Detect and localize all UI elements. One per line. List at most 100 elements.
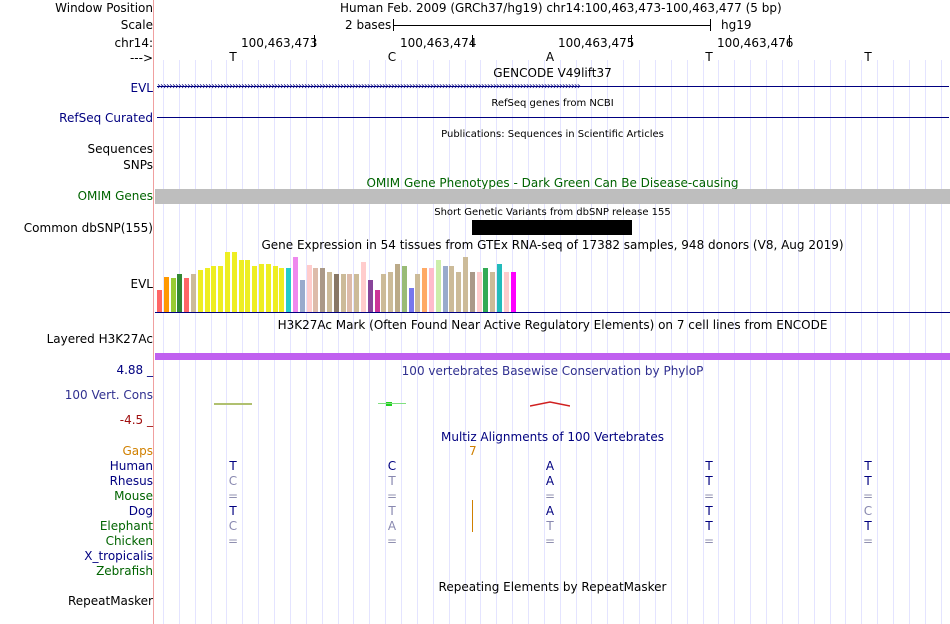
gtex-tissue-bar[interactable] (279, 268, 284, 312)
gtex-tissue-bar[interactable] (239, 260, 244, 312)
aligned-base: A (387, 519, 397, 533)
grid-line (385, 60, 386, 624)
gtex-tissue-bar[interactable] (252, 266, 257, 312)
gtex-tissue-bar[interactable] (191, 274, 196, 312)
gtex-tissue-bar[interactable] (171, 278, 176, 312)
gtex-tissue-bar[interactable] (334, 274, 339, 312)
aligned-base: T (705, 474, 713, 488)
species-label[interactable]: Human (109, 459, 153, 473)
gtex-tissue-bar[interactable] (409, 288, 414, 312)
gtex-tissue-bar[interactable] (388, 272, 393, 312)
gencode-title[interactable]: GENCODE V49lift37 (493, 66, 612, 80)
gtex-tissue-bar[interactable] (456, 272, 461, 312)
h3k27ac-label[interactable]: Layered H3K27Ac (46, 332, 153, 346)
gtex-tissue-bar[interactable] (225, 252, 230, 312)
gtex-tissue-bar[interactable] (198, 270, 203, 312)
gaps-label[interactable]: Gaps (122, 444, 153, 458)
phylop-title[interactable]: 100 vertebrates Basewise Conservation by… (401, 364, 704, 378)
gtex-tissue-bar[interactable] (177, 274, 182, 312)
gtex-tissue-bar[interactable] (504, 272, 509, 312)
gtex-tissue-bar[interactable] (293, 257, 298, 312)
gtex-tissue-bar[interactable] (463, 257, 468, 312)
refseq-gene-line[interactable] (157, 117, 949, 118)
gtex-tissue-bar[interactable] (232, 252, 237, 312)
gtex-tissue-bar[interactable] (415, 274, 420, 312)
gtex-tissue-bar[interactable] (266, 264, 271, 312)
gtex-tissue-bar[interactable] (490, 272, 495, 312)
species-label[interactable]: Zebrafish (96, 564, 153, 578)
gtex-tissue-bar[interactable] (157, 290, 162, 312)
phylop-signal (386, 402, 392, 406)
repeat-title[interactable]: Repeating Elements by RepeatMasker (438, 580, 667, 594)
omim-label[interactable]: OMIM Genes (77, 189, 153, 203)
grid-line (274, 60, 275, 624)
gtex-tissue-bar[interactable] (184, 278, 189, 312)
gtex-tissue-bar[interactable] (245, 260, 250, 312)
grid-line (338, 60, 339, 624)
dbsnp-title[interactable]: Short Genetic Variants from dbSNP releas… (434, 207, 671, 218)
gtex-tissue-bar[interactable] (368, 280, 373, 312)
evl-gene-label[interactable]: EVL (130, 81, 153, 95)
gtex-tissue-bar[interactable] (443, 266, 448, 312)
omim-title[interactable]: OMIM Gene Phenotypes - Dark Green Can Be… (366, 176, 739, 190)
phylop-label[interactable]: 100 Vert. Cons (64, 388, 153, 402)
gtex-tissue-bar[interactable] (470, 272, 475, 312)
gtex-tissue-bar[interactable] (205, 268, 210, 312)
gtex-tissue-bar[interactable] (402, 266, 407, 312)
evl-gene-line (157, 86, 949, 87)
gtex-tissue-bar[interactable] (341, 274, 346, 312)
species-label[interactable]: Dog (128, 504, 153, 518)
aligned-base: = (227, 534, 239, 548)
evl-gene-strand[interactable]: ››››››››››››››››››››››››››››››››››››››››… (157, 82, 581, 92)
aligned-base: = (386, 534, 398, 548)
gtex-gene-label[interactable]: EVL (130, 277, 153, 291)
species-label[interactable]: Mouse (114, 489, 153, 503)
gtex-tissue-bar[interactable] (381, 274, 386, 312)
species-label[interactable]: Rhesus (109, 474, 153, 488)
gtex-tissue-bar[interactable] (395, 264, 400, 312)
grid-line (830, 60, 831, 624)
gtex-tissue-bar[interactable] (477, 272, 482, 312)
gtex-tissue-bar[interactable] (483, 268, 488, 312)
gtex-tissue-bar[interactable] (286, 268, 291, 312)
refseq-title[interactable]: RefSeq genes from NCBI (491, 98, 614, 109)
gtex-tissue-bar[interactable] (422, 268, 427, 312)
gtex-tissue-bar[interactable] (429, 268, 434, 312)
gtex-tissue-bar[interactable] (211, 266, 216, 312)
gtex-tissue-bar[interactable] (273, 266, 278, 312)
gtex-tissue-bar[interactable] (436, 260, 441, 312)
gtex-tissue-bar[interactable] (449, 266, 454, 312)
h3k27ac-signal[interactable] (155, 353, 950, 360)
multiz-title[interactable]: Multiz Alignments of 100 Vertebrates (440, 430, 665, 444)
omim-feature-bar[interactable] (155, 189, 950, 204)
gtex-tissue-bar[interactable] (511, 272, 516, 312)
grid-line (401, 60, 402, 624)
gtex-tissue-bar[interactable] (497, 264, 502, 312)
gtex-tissue-bar[interactable] (347, 274, 352, 312)
gtex-tissue-bar[interactable] (313, 268, 318, 312)
publications-title[interactable]: Publications: Sequences in Scientific Ar… (441, 129, 664, 140)
gtex-tissue-bar[interactable] (375, 290, 380, 312)
gtex-tissue-bar[interactable] (361, 262, 366, 312)
dbsnp-label[interactable]: Common dbSNP(155) (23, 221, 153, 235)
species-label[interactable]: Elephant (99, 519, 153, 533)
gtex-tissue-bar[interactable] (259, 264, 264, 312)
gtex-chart[interactable] (157, 252, 557, 312)
gtex-tissue-bar[interactable] (300, 280, 305, 312)
gtex-tissue-bar[interactable] (327, 272, 332, 312)
species-label[interactable]: Chicken (105, 534, 153, 548)
snps-label[interactable]: SNPs (123, 158, 153, 172)
gtex-tissue-bar[interactable] (320, 268, 325, 312)
h3k27ac-title[interactable]: H3K27Ac Mark (Often Found Near Active Re… (277, 318, 828, 332)
gtex-tissue-bar[interactable] (218, 266, 223, 312)
repeat-label[interactable]: RepeatMasker (67, 594, 153, 608)
label-separator (153, 0, 154, 624)
gtex-title[interactable]: Gene Expression in 54 tissues from GTEx … (261, 238, 844, 252)
refseq-label[interactable]: RefSeq Curated (59, 111, 153, 125)
gtex-tissue-bar[interactable] (354, 274, 359, 312)
gtex-tissue-bar[interactable] (164, 277, 169, 312)
species-label[interactable]: X_tropicalis (84, 549, 153, 563)
gtex-tissue-bar[interactable] (307, 265, 312, 312)
dbsnp-variant[interactable] (472, 220, 632, 235)
sequences-label[interactable]: Sequences (87, 142, 153, 156)
